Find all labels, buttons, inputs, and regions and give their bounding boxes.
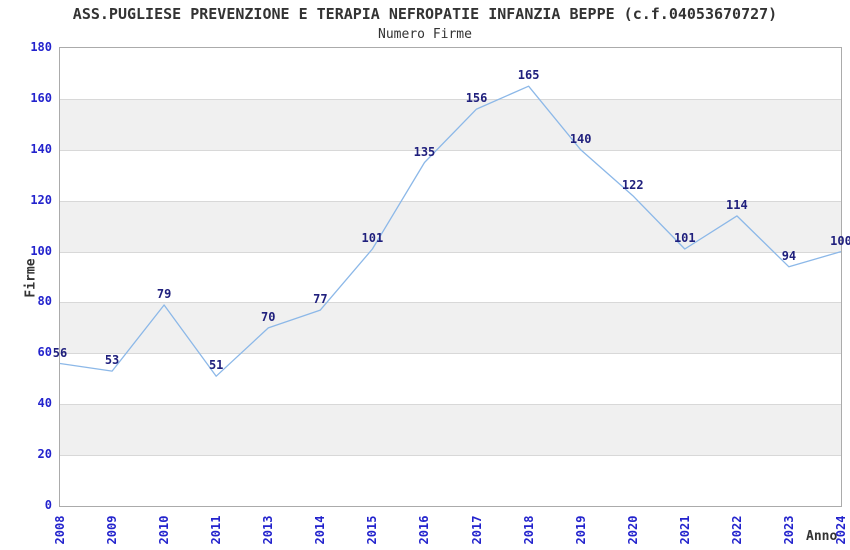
y-tick-label: 60 [37,345,52,360]
gridline [60,251,841,253]
band-stripe [60,404,841,456]
chart-title: ASS.PUGLIESE PREVENZIONE E TERAPIA NEFRO… [72,5,778,23]
data-value-label: 56 [52,345,68,360]
chart-subtitle: Numero Firme [378,27,472,42]
y-tick-label: 80 [37,294,52,309]
data-value-label: 70 [261,309,276,324]
line-series [59,85,842,377]
data-value-label: 100 [830,233,850,248]
series-polyline [59,85,842,377]
data-value-label: 114 [726,197,748,212]
data-value-label: 140 [569,131,592,146]
y-tick-label: 120 [30,192,52,207]
band-stripe [60,200,841,252]
data-value-label: 53 [104,353,120,368]
band-stripe [60,302,841,354]
data-value-label: 135 [413,144,436,159]
data-value-label: 156 [465,91,488,106]
y-tick-label: 100 [30,243,52,258]
plot-area [59,47,842,507]
data-value-label: 101 [361,231,384,245]
y-tick-label: 20 [37,447,52,462]
y-tick-label: 160 [30,90,52,105]
gridline [60,149,841,151]
y-tick-label: 140 [30,141,52,156]
y-tick-label: 180 [30,40,52,54]
band-stripe [60,98,841,150]
gridline [60,455,841,457]
y-axis-title: Firme [23,258,39,298]
data-value-label: 77 [313,292,328,307]
data-value-label: 51 [208,358,224,373]
gridline [60,98,841,100]
data-value-label: 101 [673,231,696,245]
y-tick-label: 0 [44,498,52,512]
y-tick-label: 40 [37,396,52,411]
gridline [60,302,841,304]
x-axis-title: Anno [806,529,838,544]
data-value-label: 94 [781,248,797,263]
data-value-label: 122 [621,177,644,192]
data-value-label: 165 [517,68,540,83]
gridline [60,404,841,406]
gridline [60,353,841,355]
gridline [60,200,841,202]
data-value-label: 79 [156,286,172,301]
